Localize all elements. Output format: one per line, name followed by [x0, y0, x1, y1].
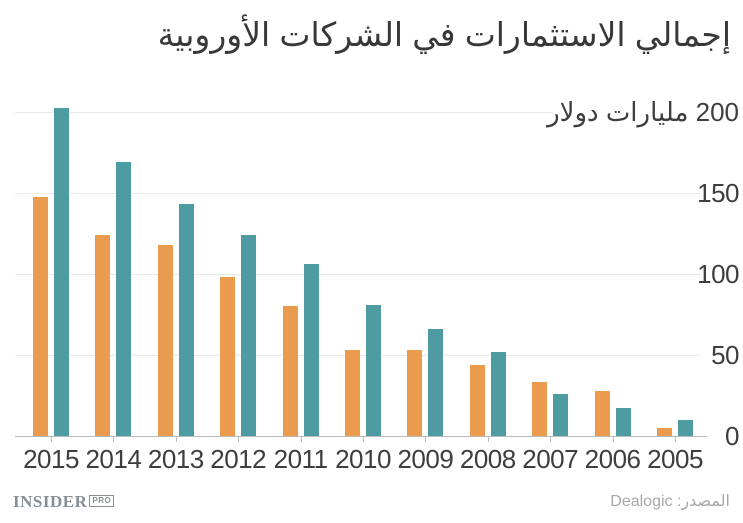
x-axis-tick-2006	[612, 437, 614, 442]
y-axis-label-50: 50	[711, 339, 739, 370]
y-axis-label-200: 200 مليارات دولار	[547, 96, 739, 127]
x-axis-tick-2005	[675, 437, 676, 442]
bar-orange-2007	[532, 382, 548, 436]
bar-orange-2014	[95, 234, 111, 436]
x-axis-label-2011: 2011	[273, 444, 328, 474]
bar-teal-2007	[553, 393, 569, 436]
chart-title: إجمالي الاستثمارات في الشركات الأوروبية	[157, 16, 731, 53]
bar-orange-2013	[157, 244, 173, 436]
x-axis-label-2008: 2008	[459, 444, 516, 474]
bar-teal-2012	[241, 234, 257, 436]
logo-text-insider: INSIDER	[13, 492, 88, 511]
x-axis-label-2012: 2012	[210, 444, 267, 474]
source-label: المصدر: Dealogic	[610, 493, 730, 510]
x-axis-tick-2009	[425, 437, 427, 442]
y-axis-label-150: 150	[697, 177, 739, 208]
bar-teal-2009	[428, 328, 444, 436]
x-axis-label-2013: 2013	[147, 444, 204, 474]
gridline-100	[15, 273, 700, 275]
gridline-200	[15, 111, 553, 113]
bar-orange-2005	[657, 427, 672, 436]
x-axis-tick-2014	[113, 437, 115, 442]
bar-orange-2011	[282, 306, 298, 436]
bar-teal-2013	[178, 203, 194, 436]
x-axis-tick-2008	[487, 437, 489, 442]
x-axis-label-2014: 2014	[85, 444, 142, 474]
bar-orange-2009	[407, 350, 423, 436]
bar-teal-2005	[678, 419, 693, 436]
x-axis-tick-2007	[550, 437, 552, 442]
gridline-150	[15, 192, 700, 194]
x-axis-label-2005: 2005	[647, 444, 703, 474]
x-axis-label-2006: 2006	[584, 444, 641, 474]
x-axis-label-2009: 2009	[397, 444, 454, 474]
bar-teal-2014	[116, 161, 132, 436]
y-axis-label-0: 0	[725, 421, 739, 451]
x-axis-tick-2013	[175, 437, 177, 442]
x-axis-tick-2012	[238, 437, 240, 442]
bar-orange-2008	[469, 364, 485, 436]
insiderpro-logo: INSIDER PRO	[13, 492, 115, 511]
x-axis-label-2010: 2010	[335, 444, 391, 474]
bar-teal-2010	[366, 304, 381, 436]
bar-orange-2015	[33, 197, 48, 436]
bar-teal-2008	[490, 351, 506, 436]
x-axis-label-2015: 2015	[23, 444, 79, 474]
x-axis-label-2007: 2007	[522, 444, 579, 474]
bar-teal-2006	[615, 408, 631, 436]
x-axis-tick-2011	[300, 437, 302, 442]
bar-teal-2015	[54, 108, 69, 436]
bar-orange-2012	[220, 276, 236, 436]
bar-teal-2011	[303, 264, 319, 436]
x-axis-tick-2015	[51, 437, 52, 442]
bar-orange-2006	[594, 390, 610, 436]
logo-badge-pro: PRO	[89, 495, 115, 507]
x-axis-line	[15, 436, 707, 437]
bar-orange-2010	[345, 350, 360, 436]
y-axis-label-100: 100	[697, 258, 739, 289]
x-axis-tick-2010	[363, 437, 364, 442]
